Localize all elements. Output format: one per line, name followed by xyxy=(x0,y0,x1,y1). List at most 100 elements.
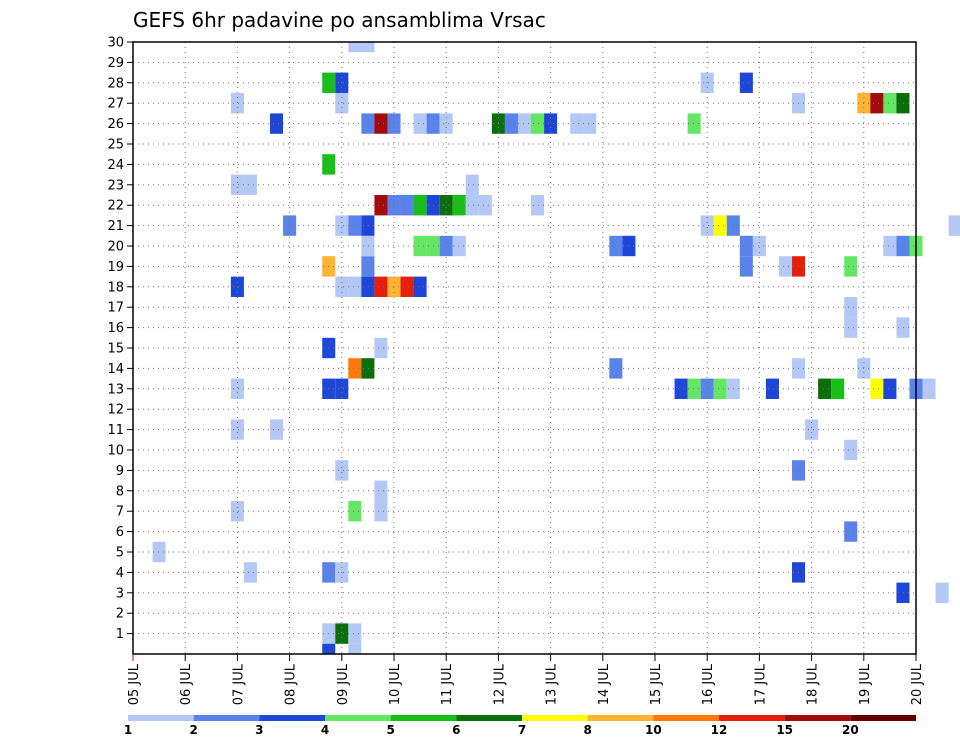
heatmap-cell xyxy=(335,378,349,399)
heatmap-cell xyxy=(531,195,545,216)
heatmap-cell xyxy=(948,215,960,236)
heatmap-cell xyxy=(922,378,936,399)
y-tick-label: 1 xyxy=(116,627,124,642)
y-tick-label: 16 xyxy=(107,321,124,336)
heatmap-cell xyxy=(283,215,297,236)
heatmap-cell xyxy=(583,113,597,134)
heatmap-cell xyxy=(243,174,257,195)
heatmap-cell xyxy=(152,541,166,563)
heatmap-cell xyxy=(896,93,910,114)
x-tick-label: 10 JUL xyxy=(388,663,403,705)
heatmap-cell xyxy=(883,235,897,257)
colorbar-label: 15 xyxy=(776,723,793,737)
heatmap-cell xyxy=(230,174,244,195)
heatmap-cell xyxy=(335,215,349,236)
heatmap-cell xyxy=(243,562,257,583)
heatmap-cell xyxy=(374,337,388,359)
heatmap-cell xyxy=(805,419,819,440)
colorbar-label: 5 xyxy=(386,723,394,737)
heatmap-cell xyxy=(348,42,362,53)
colorbar-swatch xyxy=(784,715,851,721)
heatmap-cell xyxy=(713,215,727,236)
x-tick-label: 06 JUL xyxy=(179,663,194,705)
x-tick-label: 07 JUL xyxy=(231,663,246,705)
heatmap-cell xyxy=(348,215,362,236)
heatmap-cell xyxy=(844,297,858,318)
heatmap-cell xyxy=(739,256,753,277)
y-tick-label: 3 xyxy=(116,586,124,601)
colorbar-swatch xyxy=(325,715,391,721)
heatmap-cell xyxy=(348,276,362,297)
heatmap-cell xyxy=(335,276,349,297)
heatmap-cell xyxy=(465,174,479,195)
y-tick-label: 26 xyxy=(107,117,124,132)
y-tick-label: 8 xyxy=(116,484,124,499)
heatmap-cell xyxy=(361,113,375,134)
y-tick-label: 11 xyxy=(107,423,124,438)
heatmap-cell xyxy=(361,276,375,297)
heatmap-cell xyxy=(270,419,284,440)
x-tick-label: 08 JUL xyxy=(284,663,299,705)
colorbar-swatch xyxy=(456,715,522,721)
heatmap-cell xyxy=(439,113,453,134)
heatmap-cell xyxy=(844,439,858,461)
heatmap-cell xyxy=(713,378,727,399)
x-tick-label: 12 JUL xyxy=(492,663,507,705)
heatmap-cell xyxy=(452,235,466,257)
heatmap-cell xyxy=(230,501,244,522)
y-tick-label: 2 xyxy=(116,607,124,622)
heatmap-cell xyxy=(674,378,688,399)
colorbar-label: 7 xyxy=(518,723,526,737)
heatmap-cell xyxy=(687,378,701,399)
colorbar-label: 3 xyxy=(255,723,263,737)
heatmap-cell xyxy=(883,93,897,114)
y-tick-label: 13 xyxy=(107,382,124,397)
colorbar-swatch xyxy=(850,715,916,721)
x-tick-label: 05 JUL xyxy=(127,663,142,705)
heatmap-cell xyxy=(870,93,884,114)
heatmap-cell xyxy=(230,378,244,399)
colorbar-swatch xyxy=(522,715,588,721)
y-tick-label: 7 xyxy=(116,505,124,520)
y-tick-label: 5 xyxy=(116,546,124,561)
heatmap-cell xyxy=(230,276,244,297)
colorbar-swatch xyxy=(128,715,194,721)
colorbar-label: 12 xyxy=(711,723,728,737)
heatmap-cell xyxy=(609,235,623,257)
heatmap-cell xyxy=(465,195,479,216)
heatmap-cell xyxy=(400,195,414,216)
heatmap-cell xyxy=(687,113,701,134)
heatmap-cell xyxy=(413,113,427,134)
x-tick-label: 20 JUL xyxy=(910,663,925,705)
y-tick-label: 12 xyxy=(107,403,124,418)
y-tick-label: 23 xyxy=(107,178,124,193)
y-tick-label: 9 xyxy=(116,464,124,479)
x-tick-label: 18 JUL xyxy=(806,663,821,705)
colorbar-label: 2 xyxy=(189,723,197,737)
heatmap-cell xyxy=(270,113,284,134)
heatmap-cell xyxy=(870,378,884,399)
heatmap-cell xyxy=(752,235,766,257)
colorbar-label: 4 xyxy=(321,723,329,737)
colorbar-swatch xyxy=(587,715,654,721)
heatmap-cell xyxy=(504,113,518,134)
heatmap-cell xyxy=(452,195,466,216)
colorbar-label: 10 xyxy=(645,723,662,737)
heatmap-cell xyxy=(322,643,336,654)
colorbar-label: 1 xyxy=(124,723,132,737)
y-tick-label: 18 xyxy=(107,280,124,295)
heatmap-cell xyxy=(335,460,349,481)
heatmap-cell xyxy=(361,235,375,257)
heatmap-cell xyxy=(517,113,532,134)
heatmap-cell xyxy=(896,317,910,338)
heatmap-cell xyxy=(335,623,349,644)
heatmap-cell xyxy=(844,256,858,277)
heatmap-cell xyxy=(374,276,388,297)
y-tick-label: 6 xyxy=(116,525,124,540)
heatmap-cell xyxy=(844,521,858,542)
x-tick-label: 16 JUL xyxy=(701,663,716,705)
colorbar-swatch xyxy=(719,715,785,721)
heatmap-cell xyxy=(348,643,362,654)
colorbar-swatch xyxy=(653,715,719,721)
heatmap-cell xyxy=(374,195,388,216)
